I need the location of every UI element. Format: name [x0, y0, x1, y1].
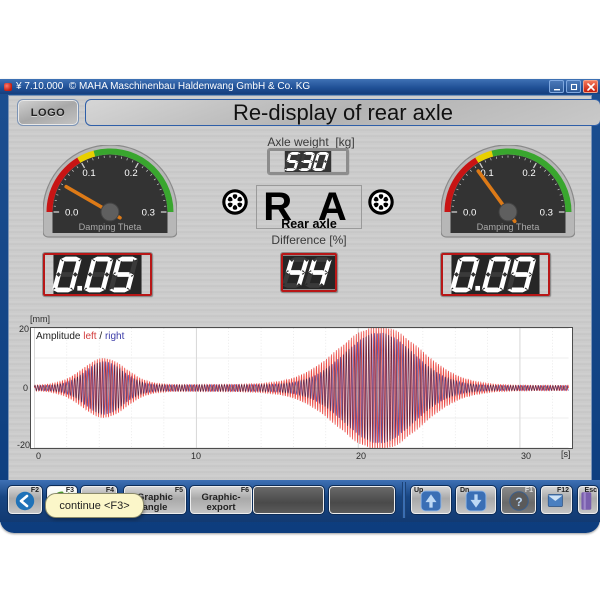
svg-text:Damping Theta: Damping Theta — [477, 222, 541, 232]
svg-text:0.3: 0.3 — [540, 208, 553, 219]
svg-text:Damping Theta: Damping Theta — [79, 222, 143, 232]
svg-text:0.1: 0.1 — [82, 168, 95, 179]
svg-text:0.3: 0.3 — [142, 208, 155, 219]
svg-text:0.0: 0.0 — [463, 208, 476, 219]
svg-text:0.2: 0.2 — [522, 168, 535, 179]
svg-text:0.2: 0.2 — [124, 168, 137, 179]
svg-text:?: ? — [515, 495, 522, 509]
svg-text:0.0: 0.0 — [65, 208, 78, 219]
